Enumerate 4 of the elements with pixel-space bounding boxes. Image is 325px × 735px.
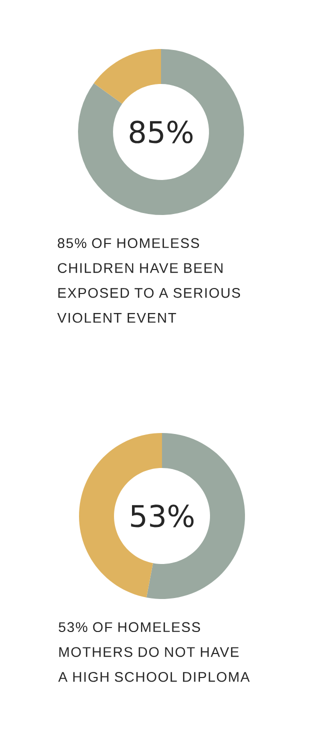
text: 53% OF HOMELESS MOTHERS DO NOT HAVE A HIGH SCHOOL DIPLOMA	[58, 622, 250, 682]
data-label: 85%	[130, 120, 193, 144]
data-label: 53%	[131, 504, 194, 528]
text: 85% OF HOMELESS CHILDREN HAVE BEEN EXPOSED TO A SERIOUS VIOLENT EVENT	[57, 238, 240, 323]
